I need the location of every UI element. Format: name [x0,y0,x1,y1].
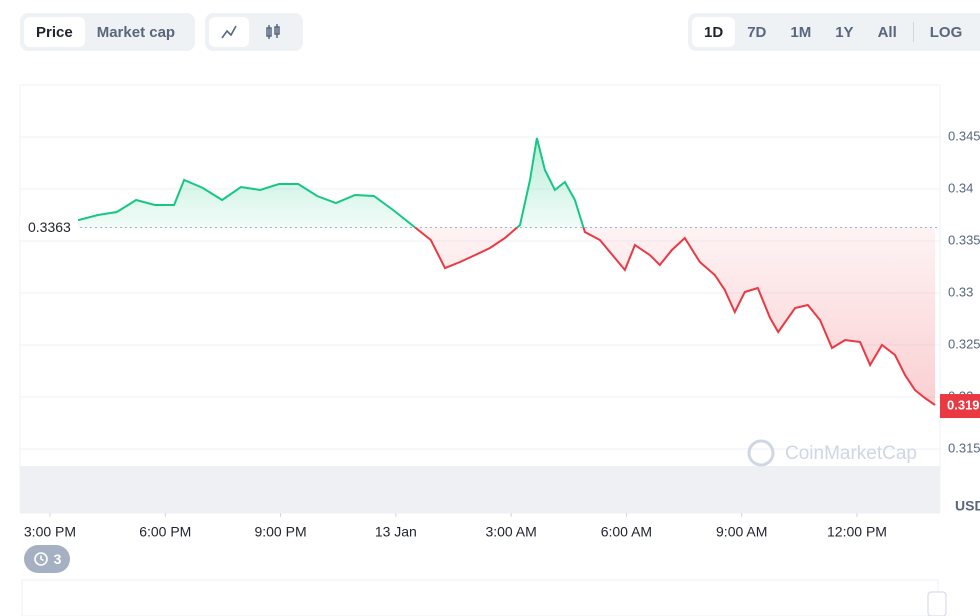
candle-icon [266,24,280,39]
last-price-box [940,394,980,419]
range[interactable]: 1M [790,23,812,41]
line-icon [221,25,237,39]
price-line [21,137,936,406]
range[interactable]: All [877,23,897,41]
navigator-handle[interactable] [927,591,947,616]
y-tick-label: 0.315 [948,440,980,455]
plot-frame [19,84,941,514]
navigator [21,579,939,616]
x-tick-label: 3:00 PM [24,524,76,540]
price-area [21,138,936,405]
range[interactable]: 7D [747,23,767,41]
reference-label: 0.3363 [28,219,71,235]
y-tick-label: 0.325 [948,336,980,351]
tab[interactable]: Price [24,17,85,47]
x-tick-label: 6:00 AM [601,524,652,540]
watermark-logo [747,439,775,467]
volume-area [20,466,940,513]
metric-tabs: Price Market cap [20,13,195,51]
y-tick-label: 0.32 [948,388,973,403]
watermark: CoinMarketCap [785,443,917,464]
x-tick-label: 13 Jan [375,524,417,540]
last-price-label: 0.319 [947,397,980,412]
range-tabs: 1D 7D 1M 1Y All LOG [688,13,980,51]
reference-label-box [20,216,78,239]
y-unit: USD [955,498,980,514]
range[interactable]: 1D [692,17,736,47]
y-tick-label: 0.34 [948,180,973,195]
tab[interactable]: Market cap [96,23,176,41]
x-tick-label: 6:00 PM [139,524,191,540]
x-tick-label: 12:00 PM [827,524,887,540]
y-tick-label: 0.33 [948,284,973,299]
x-tick-label: 9:00 AM [716,524,767,540]
log-toggle[interactable]: LOG [929,23,963,41]
x-tick-label: 9:00 PM [254,524,306,540]
candle-chart-button[interactable] [249,17,297,47]
chart-type-tabs [205,13,303,51]
history-icon [33,552,48,566]
history-badge[interactable]: 3 [24,545,70,573]
y-tick-label: 0.345 [948,128,980,143]
line-chart-button[interactable] [209,17,249,47]
x-tick-label: 3:00 AM [485,524,536,540]
separator [912,22,914,42]
range[interactable]: 1Y [835,23,854,41]
y-tick-label: 0.335 [948,232,980,247]
badge-count: 3 [53,551,62,567]
